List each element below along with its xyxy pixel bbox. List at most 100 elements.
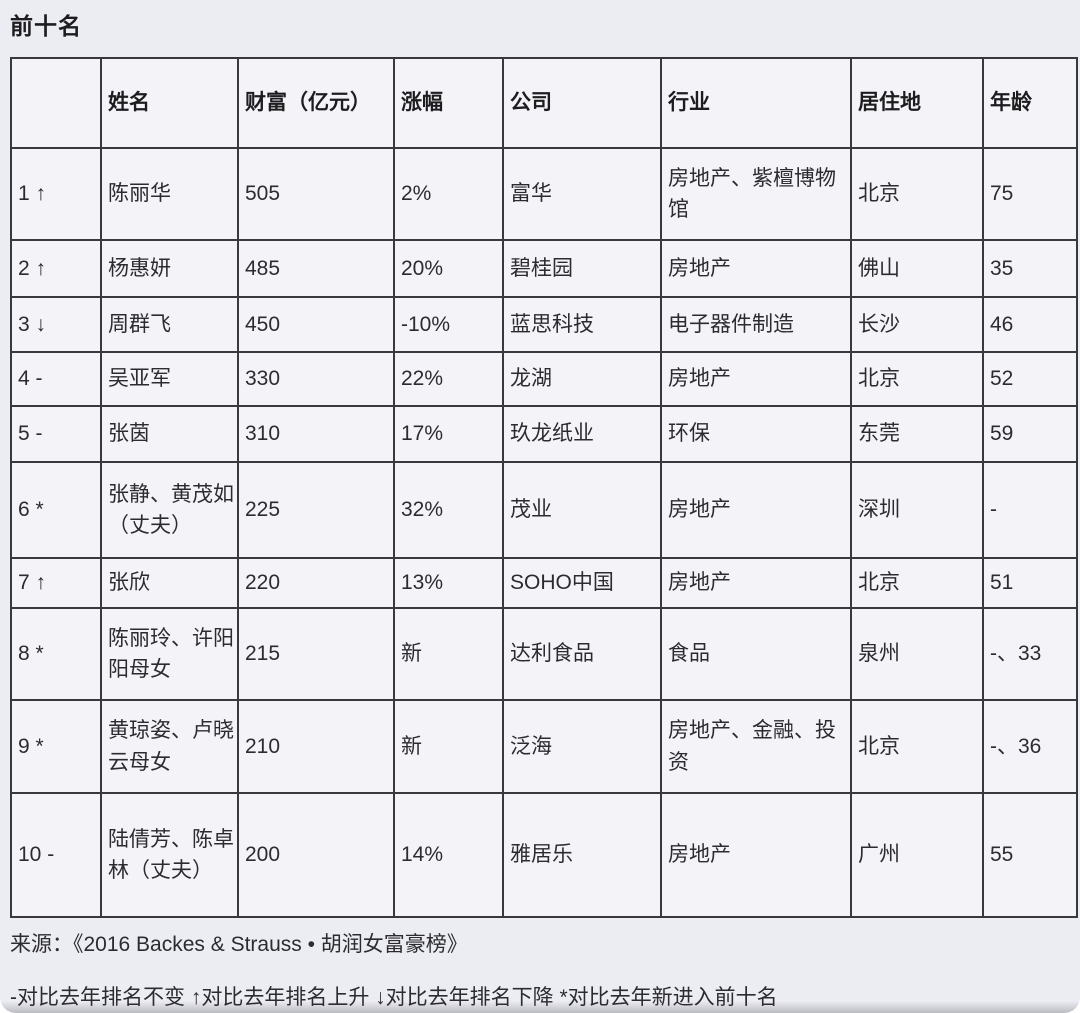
table-cell: 东莞 bbox=[850, 405, 984, 463]
table-cell: 22% bbox=[393, 351, 504, 407]
table-cell: 黄琼姿、卢晓云母女 bbox=[100, 699, 239, 794]
table-cell: 食品 bbox=[660, 607, 852, 701]
table-cell: 房地产 bbox=[660, 351, 852, 407]
table-cell: 35 bbox=[982, 239, 1078, 298]
table-cell: 房地产、金融、投资 bbox=[660, 699, 852, 794]
table-cell: 蓝思科技 bbox=[502, 296, 662, 353]
table-cell: 房地产、紫檀博物馆 bbox=[660, 147, 852, 241]
table-row: 3 ↓ 周群飞 450 -10% 蓝思科技 电子器件制造 长沙 46 bbox=[10, 296, 1078, 353]
table-cell: 房地产 bbox=[660, 461, 852, 559]
table-body: 1 ↑ 陈丽华 505 2% 富华 房地产、紫檀博物馆 北京 75 2 ↑ 杨惠妍 485 20% 碧桂… bbox=[10, 147, 1078, 918]
table-cell: 张静、黄茂如（丈夫） bbox=[100, 461, 239, 559]
header-cell-6: 居住地 bbox=[850, 57, 984, 149]
header-cell-3: 涨幅 bbox=[393, 57, 504, 149]
page-title: 前十名 bbox=[10, 13, 82, 39]
table-row: 5 - 张茵 310 17% 玖龙纸业 环保 东莞 59 bbox=[10, 405, 1078, 463]
table-cell: 3 ↓ bbox=[10, 296, 102, 353]
table-row: 10 - 陆倩芳、陈卓林（丈夫） 200 14% 雅居乐 房地产 广州 55 bbox=[10, 792, 1078, 918]
table-cell: 吴亚军 bbox=[100, 351, 239, 407]
table-row: 8 * 陈丽玲、许阳阳母女 215 新达利食品 食品 泉州 -、33 bbox=[10, 607, 1078, 701]
table-cell: 7 ↑ bbox=[10, 557, 102, 609]
table-cell: 505 bbox=[237, 147, 395, 241]
header-cell-1: 姓名 bbox=[100, 57, 239, 149]
table-cell: 55 bbox=[982, 792, 1078, 918]
table-cell: 房地产 bbox=[660, 239, 852, 298]
table-cell: 215 bbox=[237, 607, 395, 701]
table-cell: 1 ↑ bbox=[10, 147, 102, 241]
table-cell: 雅居乐 bbox=[502, 792, 662, 918]
table-cell: 450 bbox=[237, 296, 395, 353]
table-cell: 8 * bbox=[10, 607, 102, 701]
table-row: 9 * 黄琼姿、卢晓云母女 210 新泛海 房地产、金融、投资 北京 -、36 bbox=[10, 699, 1078, 794]
table-cell: 2 ↑ bbox=[10, 239, 102, 298]
table-cell: 46 bbox=[982, 296, 1078, 353]
table-cell: 龙湖 bbox=[502, 351, 662, 407]
table-cell: 富华 bbox=[502, 147, 662, 241]
header-cell-0 bbox=[10, 57, 102, 149]
header-cell-2: 财富（亿元） bbox=[237, 57, 395, 149]
table-cell: -10% bbox=[393, 296, 504, 353]
table-cell: 310 bbox=[237, 405, 395, 463]
table-cell: SOHO中国 bbox=[502, 557, 662, 609]
table-cell: -、33 bbox=[982, 607, 1078, 701]
table-cell: 225 bbox=[237, 461, 395, 559]
table-cell: 玖龙纸业 bbox=[502, 405, 662, 463]
table-cell: 电子器件制造 bbox=[660, 296, 852, 353]
table-cell: 新 bbox=[393, 699, 504, 794]
table-cell: 茂业 bbox=[502, 461, 662, 559]
table-row: 6 * 张静、黄茂如（丈夫） 225 32% 茂业 房地产 深圳 - bbox=[10, 461, 1078, 559]
table-cell: 32% bbox=[393, 461, 504, 559]
table-cell: 张欣 bbox=[100, 557, 239, 609]
table-cell: 新 bbox=[393, 607, 504, 701]
table-cell: 北京 bbox=[850, 699, 984, 794]
rich-list-table: 姓名 财富（亿元） 涨幅 公司 行业 居住地 年龄 1 ↑ 陈丽华 505 2% 富华 房地产、紫檀博… bbox=[10, 57, 1078, 918]
table-cell: 59 bbox=[982, 405, 1078, 463]
table-cell: 深圳 bbox=[850, 461, 984, 559]
legend-note: -对比去年排名不变 ↑对比去年排名上升 ↓对比去年排名下降 *对比去年新进入前十… bbox=[10, 986, 778, 1009]
header-row: 姓名 财富（亿元） 涨幅 公司 行业 居住地 年龄 bbox=[10, 57, 1078, 149]
table-cell: 14% bbox=[393, 792, 504, 918]
table-cell: 北京 bbox=[850, 147, 984, 241]
table-cell: 210 bbox=[237, 699, 395, 794]
table-cell: 达利食品 bbox=[502, 607, 662, 701]
table-row: 7 ↑ 张欣 220 13% SOHO中国 房地产 北京 51 bbox=[10, 557, 1078, 609]
table-cell: 长沙 bbox=[850, 296, 984, 353]
table-cell: 陈丽玲、许阳阳母女 bbox=[100, 607, 239, 701]
table-cell: 220 bbox=[237, 557, 395, 609]
table-cell: 泛海 bbox=[502, 699, 662, 794]
table-cell: 环保 bbox=[660, 405, 852, 463]
header-cell-4: 公司 bbox=[502, 57, 662, 149]
table-cell: 13% bbox=[393, 557, 504, 609]
source-note: 来源：《2016 Backes & Strauss • 胡润女富豪榜》 bbox=[10, 933, 468, 956]
table-cell: 52 bbox=[982, 351, 1078, 407]
table-cell: 6 * bbox=[10, 461, 102, 559]
table-cell: 泉州 bbox=[850, 607, 984, 701]
table-cell: 张茵 bbox=[100, 405, 239, 463]
table-cell: 碧桂园 bbox=[502, 239, 662, 298]
table-cell: 51 bbox=[982, 557, 1078, 609]
table-cell: 广州 bbox=[850, 792, 984, 918]
table-cell: 4 - bbox=[10, 351, 102, 407]
table-row: 2 ↑ 杨惠妍 485 20% 碧桂园 房地产 佛山 35 bbox=[10, 239, 1078, 298]
table-cell: 北京 bbox=[850, 557, 984, 609]
table-cell: 9 * bbox=[10, 699, 102, 794]
table-cell: 杨惠妍 bbox=[100, 239, 239, 298]
table-cell: 佛山 bbox=[850, 239, 984, 298]
table-cell: - bbox=[982, 461, 1078, 559]
table-row: 1 ↑ 陈丽华 505 2% 富华 房地产、紫檀博物馆 北京 75 bbox=[10, 147, 1078, 241]
header-cell-7: 年龄 bbox=[982, 57, 1078, 149]
table-cell: 200 bbox=[237, 792, 395, 918]
table-cell: 2% bbox=[393, 147, 504, 241]
table-cell: 房地产 bbox=[660, 557, 852, 609]
header-cell-5: 行业 bbox=[660, 57, 852, 149]
table-cell: -、36 bbox=[982, 699, 1078, 794]
table-cell: 330 bbox=[237, 351, 395, 407]
table-cell: 房地产 bbox=[660, 792, 852, 918]
table-cell: 75 bbox=[982, 147, 1078, 241]
table-cell: 17% bbox=[393, 405, 504, 463]
table-cell: 10 - bbox=[10, 792, 102, 918]
table-cell: 485 bbox=[237, 239, 395, 298]
table-cell: 北京 bbox=[850, 351, 984, 407]
table-cell: 陈丽华 bbox=[100, 147, 239, 241]
